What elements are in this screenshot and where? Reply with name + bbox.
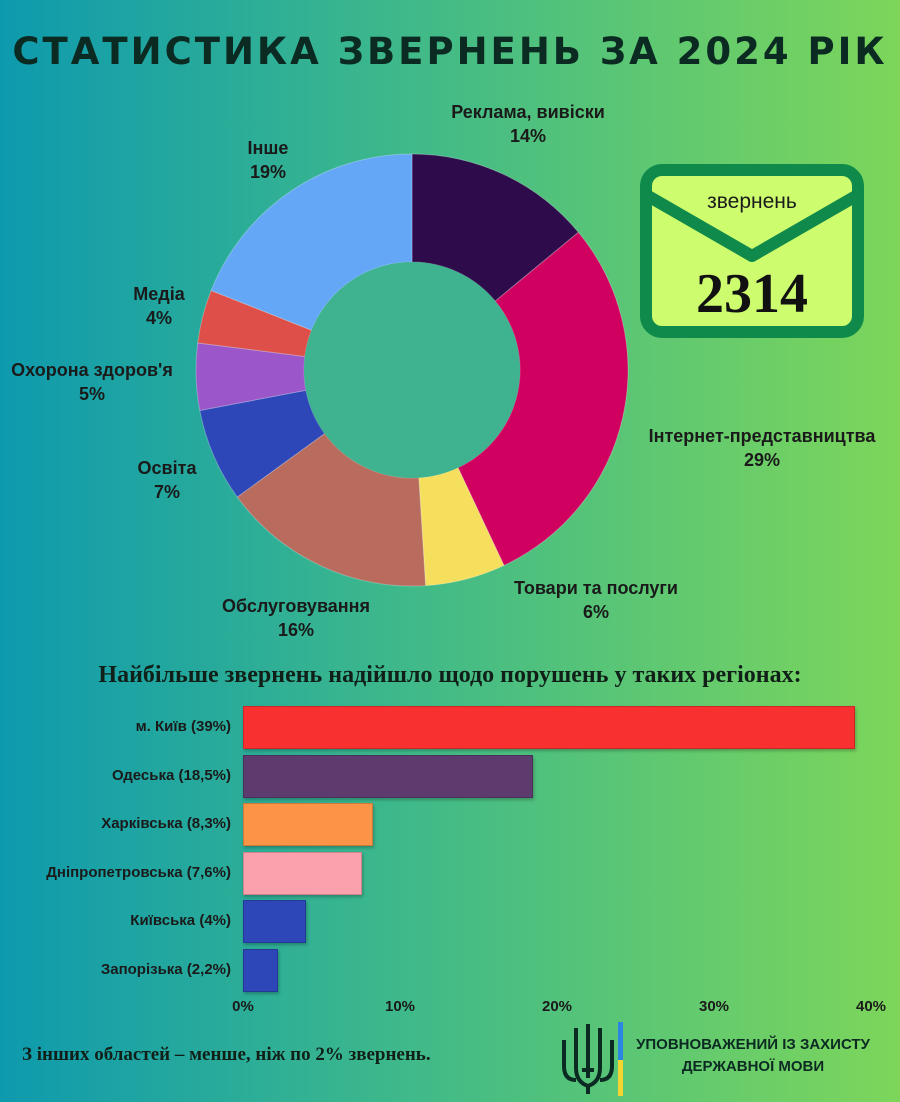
- organization-line-2: ДЕРЖАВНОЇ МОВИ: [681, 1058, 825, 1075]
- organization-line-1: УПОВНОВАЖЕНИЙ ІЗ ЗАХИСТУ: [636, 1036, 870, 1053]
- page-title: СТАТИСТИКА ЗВЕРНЕНЬ ЗА 2024 РІК: [12, 30, 888, 73]
- bar-category-label: м. Київ (39%): [135, 718, 231, 735]
- pie-label-name: Інтернет-представництва: [648, 426, 876, 446]
- pie-label-percent: 4%: [145, 308, 173, 328]
- bar: [243, 851, 363, 895]
- pie-label-percent: 29%: [743, 450, 781, 470]
- trident-emblem-icon: [562, 1022, 623, 1096]
- footnote: З інших областей – менше, ніж по 2% звер…: [22, 1044, 431, 1065]
- bar: [243, 900, 306, 943]
- pie-label-name: Реклама, вивіски: [451, 102, 605, 122]
- pie-label-percent: 6%: [582, 602, 609, 622]
- pie-label-percent: 14%: [509, 126, 547, 146]
- bar: [243, 754, 534, 798]
- bar-category-label: Харківська (8,3%): [101, 815, 231, 832]
- x-tick-label: 0%: [232, 998, 254, 1015]
- bar-category-label: Київська (4%): [130, 912, 231, 929]
- organization-name: УПОВНОВАЖЕНИЙ ІЗ ЗАХИСТУ ДЕРЖАВНОЇ МОВИ: [628, 1034, 878, 1078]
- envelope-icon: [640, 164, 864, 338]
- pie-label: Охорона здоров'я 5%: [11, 358, 173, 406]
- total-requests-number: 2314: [696, 263, 808, 325]
- pie-label: Товари та послуги 6%: [514, 576, 678, 624]
- bar-chart-title: Найбільше звернень надійшло щодо порушен…: [98, 662, 802, 688]
- pie-label-percent: 5%: [78, 384, 106, 404]
- bar-category-label: Дніпропетровська (7,6%): [46, 863, 231, 881]
- x-tick-label: 10%: [384, 998, 416, 1015]
- bar-category-label: Запорізька (2,2%): [100, 960, 231, 978]
- pie-label: Інше 19%: [248, 136, 289, 184]
- pie-label-name: Медіа: [133, 284, 185, 304]
- pie-label-percent: 16%: [277, 620, 315, 640]
- pie-label-percent: 19%: [249, 162, 287, 182]
- bar-category-label: Одеська (18,5%): [111, 766, 231, 784]
- donut-chart: [195, 153, 629, 587]
- pie-label: Обслуговування 16%: [222, 594, 370, 642]
- pie-label-name: Обслуговування: [221, 596, 371, 616]
- pie-label-name: Інше: [247, 138, 289, 158]
- pie-label-name: Освіта: [137, 458, 197, 478]
- envelope-label: звернень: [707, 190, 797, 213]
- pie-label: Реклама, вивіски 14%: [451, 100, 605, 148]
- pie-label-name: Товари та послуги: [514, 578, 678, 598]
- pie-label: Інтернет-представництва 29%: [649, 424, 876, 472]
- bar: [243, 706, 856, 749]
- pie-label-name: Охорона здоров'я: [11, 360, 173, 380]
- bar: [243, 803, 374, 846]
- x-tick-label: 30%: [698, 998, 730, 1015]
- pie-label: Освіта 7%: [138, 456, 197, 504]
- bar: [243, 948, 278, 992]
- x-tick-label: 40%: [855, 998, 887, 1015]
- pie-label: Медіа 4%: [133, 282, 184, 330]
- pie-label-percent: 7%: [153, 482, 180, 502]
- donut-hole: [304, 262, 520, 478]
- x-tick-label: 20%: [541, 998, 573, 1015]
